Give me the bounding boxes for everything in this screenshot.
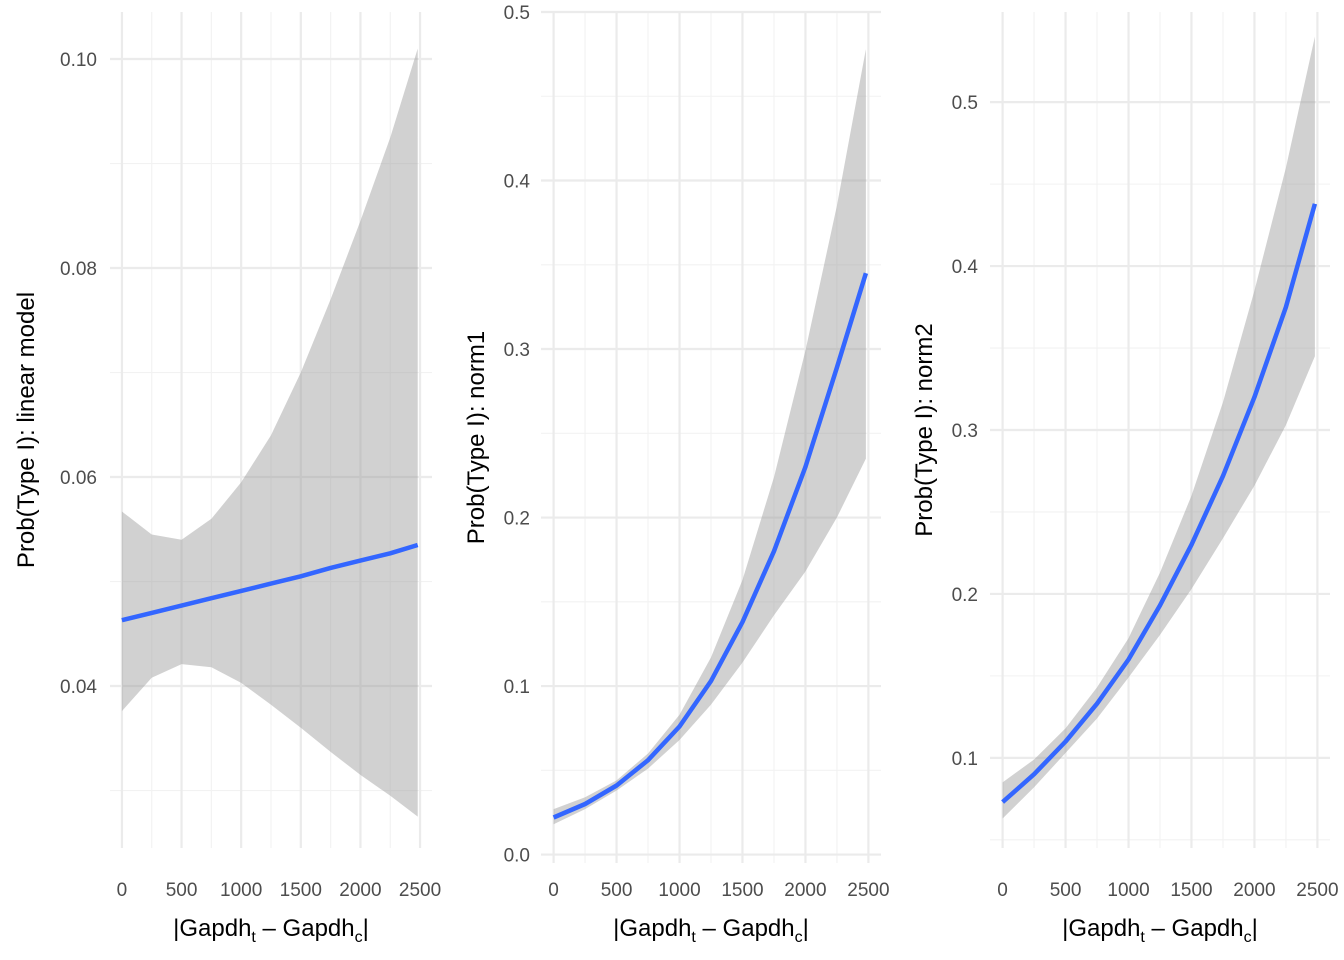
x-tick-label: 2000 — [339, 880, 381, 901]
x-tick-label: 1500 — [1170, 880, 1212, 901]
y-axis-title: Prob(Type I): norm1 — [463, 331, 490, 544]
y-tick-label: 0.10 — [60, 50, 97, 71]
y-tick-label: 0.2 — [952, 585, 978, 606]
y-tick-label: 0.3 — [952, 421, 978, 442]
x-tick-label: 1500 — [280, 880, 322, 901]
x-tick-label: 500 — [601, 880, 633, 901]
panel-norm1: 0.0 0.1 0.2 0.3 0.4 0.5 0 500 1000 1500 2000 2500 Pr… — [463, 3, 890, 946]
x-tick-label: 2500 — [847, 880, 889, 901]
fit-line — [552, 272, 869, 820]
y-tick-label: 0.06 — [60, 468, 97, 489]
y-tick-label: 0.08 — [60, 259, 97, 280]
confidence-ribbon — [121, 48, 418, 817]
x-tick-label: 2500 — [399, 880, 441, 901]
y-tick-label: 0.5 — [952, 93, 978, 114]
x-tick-label: 500 — [1050, 880, 1082, 901]
x-tick-label: 2000 — [784, 880, 826, 901]
x-axis-title: |Gapdht – Gapdhc| — [613, 915, 809, 946]
x-tick-label: 1000 — [1107, 880, 1149, 901]
x-tick-label: 500 — [166, 880, 198, 901]
confidence-ribbon — [1002, 36, 1315, 819]
y-tick-label: 0.04 — [60, 677, 97, 698]
y-tick-label: 0.4 — [504, 172, 531, 193]
y-tick-label: 0.0 — [504, 846, 530, 867]
x-tick-label: 1000 — [220, 880, 262, 901]
panel-linear-model: 0.04 0.06 0.08 0.10 0 500 1000 1500 2000 2500 Prob… — [13, 12, 441, 946]
y-tick-label: 0.1 — [952, 749, 978, 770]
x-axis-title: |Gapdht – Gapdhc| — [1062, 915, 1258, 946]
y-tick-label: 0.3 — [504, 340, 530, 361]
fit-line — [121, 542, 419, 623]
x-tick-label: 2500 — [1296, 880, 1338, 901]
x-tick-label: 1500 — [721, 880, 763, 901]
x-axis-title: |Gapdht – Gapdhc| — [173, 915, 369, 946]
x-tick-label: 2000 — [1233, 880, 1275, 901]
y-tick-label: 0.5 — [504, 3, 530, 24]
x-tick-label: 1000 — [658, 880, 700, 901]
y-axis-title: Prob(Type I): norm2 — [911, 323, 938, 536]
y-tick-label: 0.4 — [952, 257, 979, 278]
x-tick-label: 0 — [117, 880, 128, 901]
y-axis-title: Prob(Type I): linear model — [13, 292, 40, 568]
x-tick-label: 0 — [548, 880, 559, 901]
x-tick-label: 0 — [997, 880, 1008, 901]
y-tick-label: 0.2 — [504, 509, 530, 530]
fit-line — [1001, 203, 1318, 804]
confidence-ribbon — [553, 49, 866, 825]
y-tick-label: 0.1 — [504, 677, 530, 698]
panel-norm2: 0.1 0.2 0.3 0.4 0.5 0 500 1000 1500 2000 2500 Prob(… — [911, 12, 1339, 946]
